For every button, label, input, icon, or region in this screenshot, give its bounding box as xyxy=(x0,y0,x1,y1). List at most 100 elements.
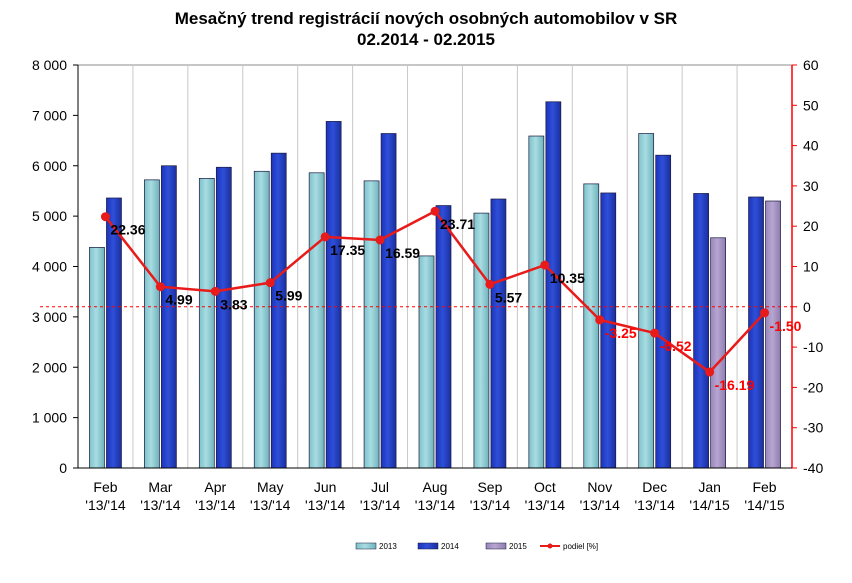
legend-label-2014: 2014 xyxy=(441,542,459,551)
y-right-tick-label: 20 xyxy=(803,218,819,234)
x-tick-label-period: '13/'14 xyxy=(415,497,456,513)
chart-title-line-2: 02.2014 - 02.2015 xyxy=(356,30,495,49)
bar-2014 xyxy=(380,133,397,469)
plot-area-border xyxy=(77,64,793,469)
bar-2015 xyxy=(710,237,726,469)
bar-2014 xyxy=(215,166,232,469)
share-point xyxy=(650,328,660,338)
x-tick-label-month: Jun xyxy=(314,479,337,495)
bar-2013 xyxy=(89,247,105,469)
x-tick-label-period: '13/'14 xyxy=(305,497,346,513)
share-point xyxy=(265,278,275,288)
y-left-tick-label: 7 000 xyxy=(32,107,67,123)
share-point xyxy=(155,282,165,292)
x-tick-label-period: '13/'14 xyxy=(580,497,621,513)
legend-swatch-2013 xyxy=(355,542,377,550)
legend-swatch-share-marker xyxy=(547,543,553,549)
share-data-label: 23.71 xyxy=(440,216,475,232)
share-data-label: 5.57 xyxy=(495,289,522,305)
x-tick-label-month: Apr xyxy=(204,479,226,495)
share-point xyxy=(540,260,550,270)
bar-2014 xyxy=(106,197,122,469)
x-tick-label-month: May xyxy=(257,479,283,495)
y-right-tick-label: 50 xyxy=(803,97,819,113)
x-tick-label-period: '14/'15 xyxy=(744,497,785,513)
bar-2013 xyxy=(144,179,160,469)
bar-2014 xyxy=(161,165,177,469)
bar-2014 xyxy=(435,205,452,469)
share-data-label: 10.35 xyxy=(550,270,585,286)
x-tick-label-month: Sep xyxy=(477,479,502,495)
x-tick-label-month: Feb xyxy=(93,479,117,495)
share-data-label: -6.52 xyxy=(660,338,692,354)
share-point xyxy=(320,232,330,242)
x-tick-label-period: '13/'14 xyxy=(360,497,401,513)
bar-2013 xyxy=(253,170,270,469)
y-right-tick-label: 0 xyxy=(803,299,811,315)
bar-2014 xyxy=(693,193,709,469)
x-tick-label-period: '13/'14 xyxy=(195,497,236,513)
bar-2014 xyxy=(325,121,342,469)
bar-2013 xyxy=(583,183,600,469)
x-tick-label-period: '14/'15 xyxy=(689,497,730,513)
x-tick-label-month: Aug xyxy=(423,479,448,495)
share-data-label: -16.19 xyxy=(715,377,755,393)
share-data-label: -3.25 xyxy=(605,325,637,341)
share-data-label: 3.83 xyxy=(220,296,247,312)
bar-2013 xyxy=(528,135,545,469)
share-point xyxy=(705,367,715,377)
share-data-label: -1.50 xyxy=(770,318,802,334)
bar-2015 xyxy=(765,200,781,469)
share-data-label: 4.99 xyxy=(165,292,192,308)
x-tick-label-period: '13/'14 xyxy=(85,497,126,513)
y-right-tick-label: -30 xyxy=(803,420,823,436)
legend-label-2015: 2015 xyxy=(509,542,527,551)
legend-label-share: podiel [%] xyxy=(563,542,598,551)
y-right-tick-label: -20 xyxy=(803,379,823,395)
share-point xyxy=(595,315,605,325)
bar-2013 xyxy=(363,180,380,469)
share-data-label: 5.99 xyxy=(275,288,302,304)
bar-2013 xyxy=(473,212,490,469)
x-tick-label-month: Feb xyxy=(752,479,776,495)
x-tick-label-period: '13/'14 xyxy=(525,497,566,513)
x-tick-label-month: Mar xyxy=(148,479,172,495)
x-tick-label-month: Nov xyxy=(587,479,612,495)
share-point xyxy=(100,212,110,222)
x-tick-label-month: Dec xyxy=(642,479,667,495)
share-data-label: 16.59 xyxy=(385,245,420,261)
chart-title: Mesačný trend registrácií nových osobnýc… xyxy=(0,8,852,50)
x-tick-label-period: '13/'14 xyxy=(140,497,181,513)
x-tick-label-period: '13/'14 xyxy=(470,497,511,513)
bar-2014 xyxy=(490,198,507,469)
share-data-label: 22.36 xyxy=(110,222,145,238)
x-tick-label-month: Oct xyxy=(534,479,556,495)
bar-2013 xyxy=(198,177,215,469)
x-tick-label-period: '13/'14 xyxy=(634,497,675,513)
y-right-tick-label: 60 xyxy=(803,57,819,73)
y-left-tick-label: 2 000 xyxy=(32,359,67,375)
share-point xyxy=(760,308,770,318)
share-point xyxy=(210,286,220,296)
y-right-tick-label: -10 xyxy=(803,339,823,355)
y-left-tick-label: 6 000 xyxy=(32,158,67,174)
share-data-label: 17.35 xyxy=(330,242,365,258)
y-right-tick-label: 40 xyxy=(803,138,819,154)
y-right-tick-label: -40 xyxy=(803,460,823,476)
bar-2014 xyxy=(270,152,287,469)
x-tick-label-month: Jul xyxy=(371,479,389,495)
share-point xyxy=(375,235,385,245)
legend-label-2013: 2013 xyxy=(379,542,397,551)
chart-title-line-1: Mesačný trend registrácií nových osobnýc… xyxy=(174,9,678,28)
legend-swatch-2015 xyxy=(485,542,507,550)
y-left-tick-label: 5 000 xyxy=(32,208,67,224)
bar-2013 xyxy=(308,172,325,469)
y-left-tick-label: 4 000 xyxy=(32,259,67,275)
x-tick-label-period: '13/'14 xyxy=(250,497,291,513)
bar-2013 xyxy=(638,133,655,469)
y-right-tick-label: 30 xyxy=(803,178,819,194)
share-point xyxy=(430,206,440,216)
y-left-tick-label: 8 000 xyxy=(32,57,67,73)
